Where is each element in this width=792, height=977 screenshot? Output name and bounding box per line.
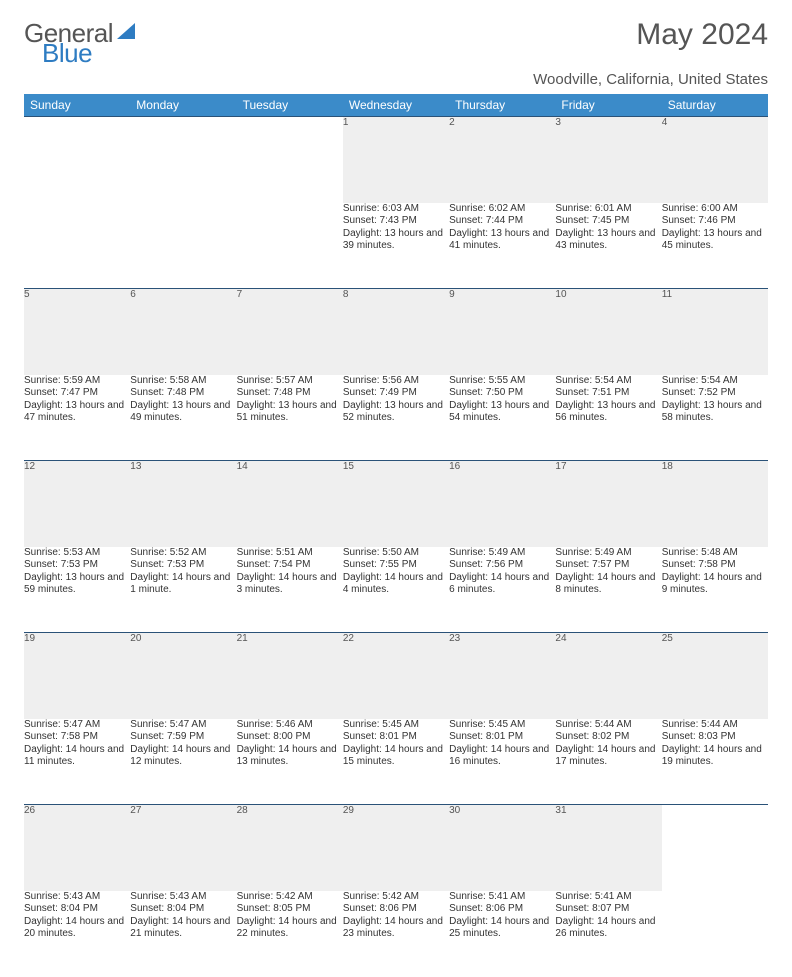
day-detail-cell: Sunrise: 5:51 AMSunset: 7:54 PMDaylight:… <box>237 547 343 633</box>
day-number-cell: 21 <box>237 633 343 719</box>
day-number-cell: 8 <box>343 289 449 375</box>
day-number-cell: 24 <box>555 633 661 719</box>
day-detail-cell: Sunrise: 5:42 AMSunset: 8:06 PMDaylight:… <box>343 891 449 977</box>
daynum-row: 567891011 <box>24 289 768 375</box>
day-number-cell: 6 <box>130 289 236 375</box>
day-detail-cell: Sunrise: 5:49 AMSunset: 7:57 PMDaylight:… <box>555 547 661 633</box>
daynum-row: 12131415161718 <box>24 461 768 547</box>
day-number-cell: 10 <box>555 289 661 375</box>
day-detail-cell: Sunrise: 5:54 AMSunset: 7:52 PMDaylight:… <box>662 375 768 461</box>
day-number-cell: 22 <box>343 633 449 719</box>
day-number-cell: 29 <box>343 805 449 891</box>
day-detail-cell: Sunrise: 5:55 AMSunset: 7:50 PMDaylight:… <box>449 375 555 461</box>
day-number-cell: 3 <box>555 117 661 203</box>
day-detail-cell: Sunrise: 6:01 AMSunset: 7:45 PMDaylight:… <box>555 203 661 289</box>
day-detail-cell: Sunrise: 5:50 AMSunset: 7:55 PMDaylight:… <box>343 547 449 633</box>
day-detail-cell: Sunrise: 5:54 AMSunset: 7:51 PMDaylight:… <box>555 375 661 461</box>
detail-row: Sunrise: 5:43 AMSunset: 8:04 PMDaylight:… <box>24 891 768 977</box>
day-number-cell <box>130 117 236 203</box>
day-detail-cell: Sunrise: 6:00 AMSunset: 7:46 PMDaylight:… <box>662 203 768 289</box>
day-detail-cell: Sunrise: 5:48 AMSunset: 7:58 PMDaylight:… <box>662 547 768 633</box>
day-detail-cell: Sunrise: 5:44 AMSunset: 8:02 PMDaylight:… <box>555 719 661 805</box>
day-number-cell <box>24 117 130 203</box>
weekday-header: Thursday <box>449 94 555 117</box>
day-number-cell: 1 <box>343 117 449 203</box>
day-detail-cell: Sunrise: 5:47 AMSunset: 7:58 PMDaylight:… <box>24 719 130 805</box>
day-number-cell: 13 <box>130 461 236 547</box>
day-detail-cell: Sunrise: 5:41 AMSunset: 8:07 PMDaylight:… <box>555 891 661 977</box>
day-number-cell: 14 <box>237 461 343 547</box>
day-detail-cell: Sunrise: 5:45 AMSunset: 8:01 PMDaylight:… <box>449 719 555 805</box>
detail-row: Sunrise: 5:59 AMSunset: 7:47 PMDaylight:… <box>24 375 768 461</box>
day-detail-cell <box>237 203 343 289</box>
day-detail-cell: Sunrise: 5:47 AMSunset: 7:59 PMDaylight:… <box>130 719 236 805</box>
day-number-cell: 16 <box>449 461 555 547</box>
day-number-cell: 12 <box>24 461 130 547</box>
day-number-cell: 25 <box>662 633 768 719</box>
day-detail-cell: Sunrise: 5:56 AMSunset: 7:49 PMDaylight:… <box>343 375 449 461</box>
weekday-header: Tuesday <box>237 94 343 117</box>
day-number-cell: 31 <box>555 805 661 891</box>
daynum-row: 1234 <box>24 117 768 203</box>
day-number-cell <box>662 805 768 891</box>
day-detail-cell: Sunrise: 5:59 AMSunset: 7:47 PMDaylight:… <box>24 375 130 461</box>
day-detail-cell: Sunrise: 6:03 AMSunset: 7:43 PMDaylight:… <box>343 203 449 289</box>
day-number-cell: 17 <box>555 461 661 547</box>
day-detail-cell: Sunrise: 5:43 AMSunset: 8:04 PMDaylight:… <box>24 891 130 977</box>
day-detail-cell: Sunrise: 5:41 AMSunset: 8:06 PMDaylight:… <box>449 891 555 977</box>
day-detail-cell: Sunrise: 5:58 AMSunset: 7:48 PMDaylight:… <box>130 375 236 461</box>
day-number-cell: 11 <box>662 289 768 375</box>
month-title: May 2024 <box>636 18 768 52</box>
day-number-cell: 15 <box>343 461 449 547</box>
weekday-header: Friday <box>555 94 661 117</box>
day-number-cell: 9 <box>449 289 555 375</box>
detail-row: Sunrise: 5:53 AMSunset: 7:53 PMDaylight:… <box>24 547 768 633</box>
day-number-cell: 2 <box>449 117 555 203</box>
day-number-cell: 20 <box>130 633 236 719</box>
weekday-header-row: SundayMondayTuesdayWednesdayThursdayFrid… <box>24 94 768 117</box>
weekday-header: Sunday <box>24 94 130 117</box>
day-detail-cell: Sunrise: 5:49 AMSunset: 7:56 PMDaylight:… <box>449 547 555 633</box>
day-detail-cell: Sunrise: 5:42 AMSunset: 8:05 PMDaylight:… <box>237 891 343 977</box>
calendar-table: SundayMondayTuesdayWednesdayThursdayFrid… <box>24 94 768 977</box>
day-number-cell <box>237 117 343 203</box>
weekday-header: Monday <box>130 94 236 117</box>
day-detail-cell: Sunrise: 5:45 AMSunset: 8:01 PMDaylight:… <box>343 719 449 805</box>
day-number-cell: 18 <box>662 461 768 547</box>
daynum-row: 19202122232425 <box>24 633 768 719</box>
daynum-row: 262728293031 <box>24 805 768 891</box>
day-number-cell: 4 <box>662 117 768 203</box>
logo-text-2: Blue <box>42 38 92 68</box>
day-detail-cell: Sunrise: 5:53 AMSunset: 7:53 PMDaylight:… <box>24 547 130 633</box>
day-detail-cell <box>130 203 236 289</box>
day-detail-cell: Sunrise: 5:57 AMSunset: 7:48 PMDaylight:… <box>237 375 343 461</box>
weekday-header: Wednesday <box>343 94 449 117</box>
detail-row: Sunrise: 6:03 AMSunset: 7:43 PMDaylight:… <box>24 203 768 289</box>
day-number-cell: 19 <box>24 633 130 719</box>
day-number-cell: 27 <box>130 805 236 891</box>
day-number-cell: 30 <box>449 805 555 891</box>
day-detail-cell: Sunrise: 6:02 AMSunset: 7:44 PMDaylight:… <box>449 203 555 289</box>
day-detail-cell <box>662 891 768 977</box>
day-detail-cell: Sunrise: 5:44 AMSunset: 8:03 PMDaylight:… <box>662 719 768 805</box>
detail-row: Sunrise: 5:47 AMSunset: 7:58 PMDaylight:… <box>24 719 768 805</box>
day-detail-cell: Sunrise: 5:46 AMSunset: 8:00 PMDaylight:… <box>237 719 343 805</box>
weekday-header: Saturday <box>662 94 768 117</box>
logo-sail-icon <box>115 21 137 46</box>
day-number-cell: 5 <box>24 289 130 375</box>
day-number-cell: 23 <box>449 633 555 719</box>
day-detail-cell <box>24 203 130 289</box>
day-number-cell: 26 <box>24 805 130 891</box>
day-number-cell: 7 <box>237 289 343 375</box>
location-label: Woodville, California, United States <box>24 71 768 88</box>
day-detail-cell: Sunrise: 5:52 AMSunset: 7:53 PMDaylight:… <box>130 547 236 633</box>
day-detail-cell: Sunrise: 5:43 AMSunset: 8:04 PMDaylight:… <box>130 891 236 977</box>
day-number-cell: 28 <box>237 805 343 891</box>
